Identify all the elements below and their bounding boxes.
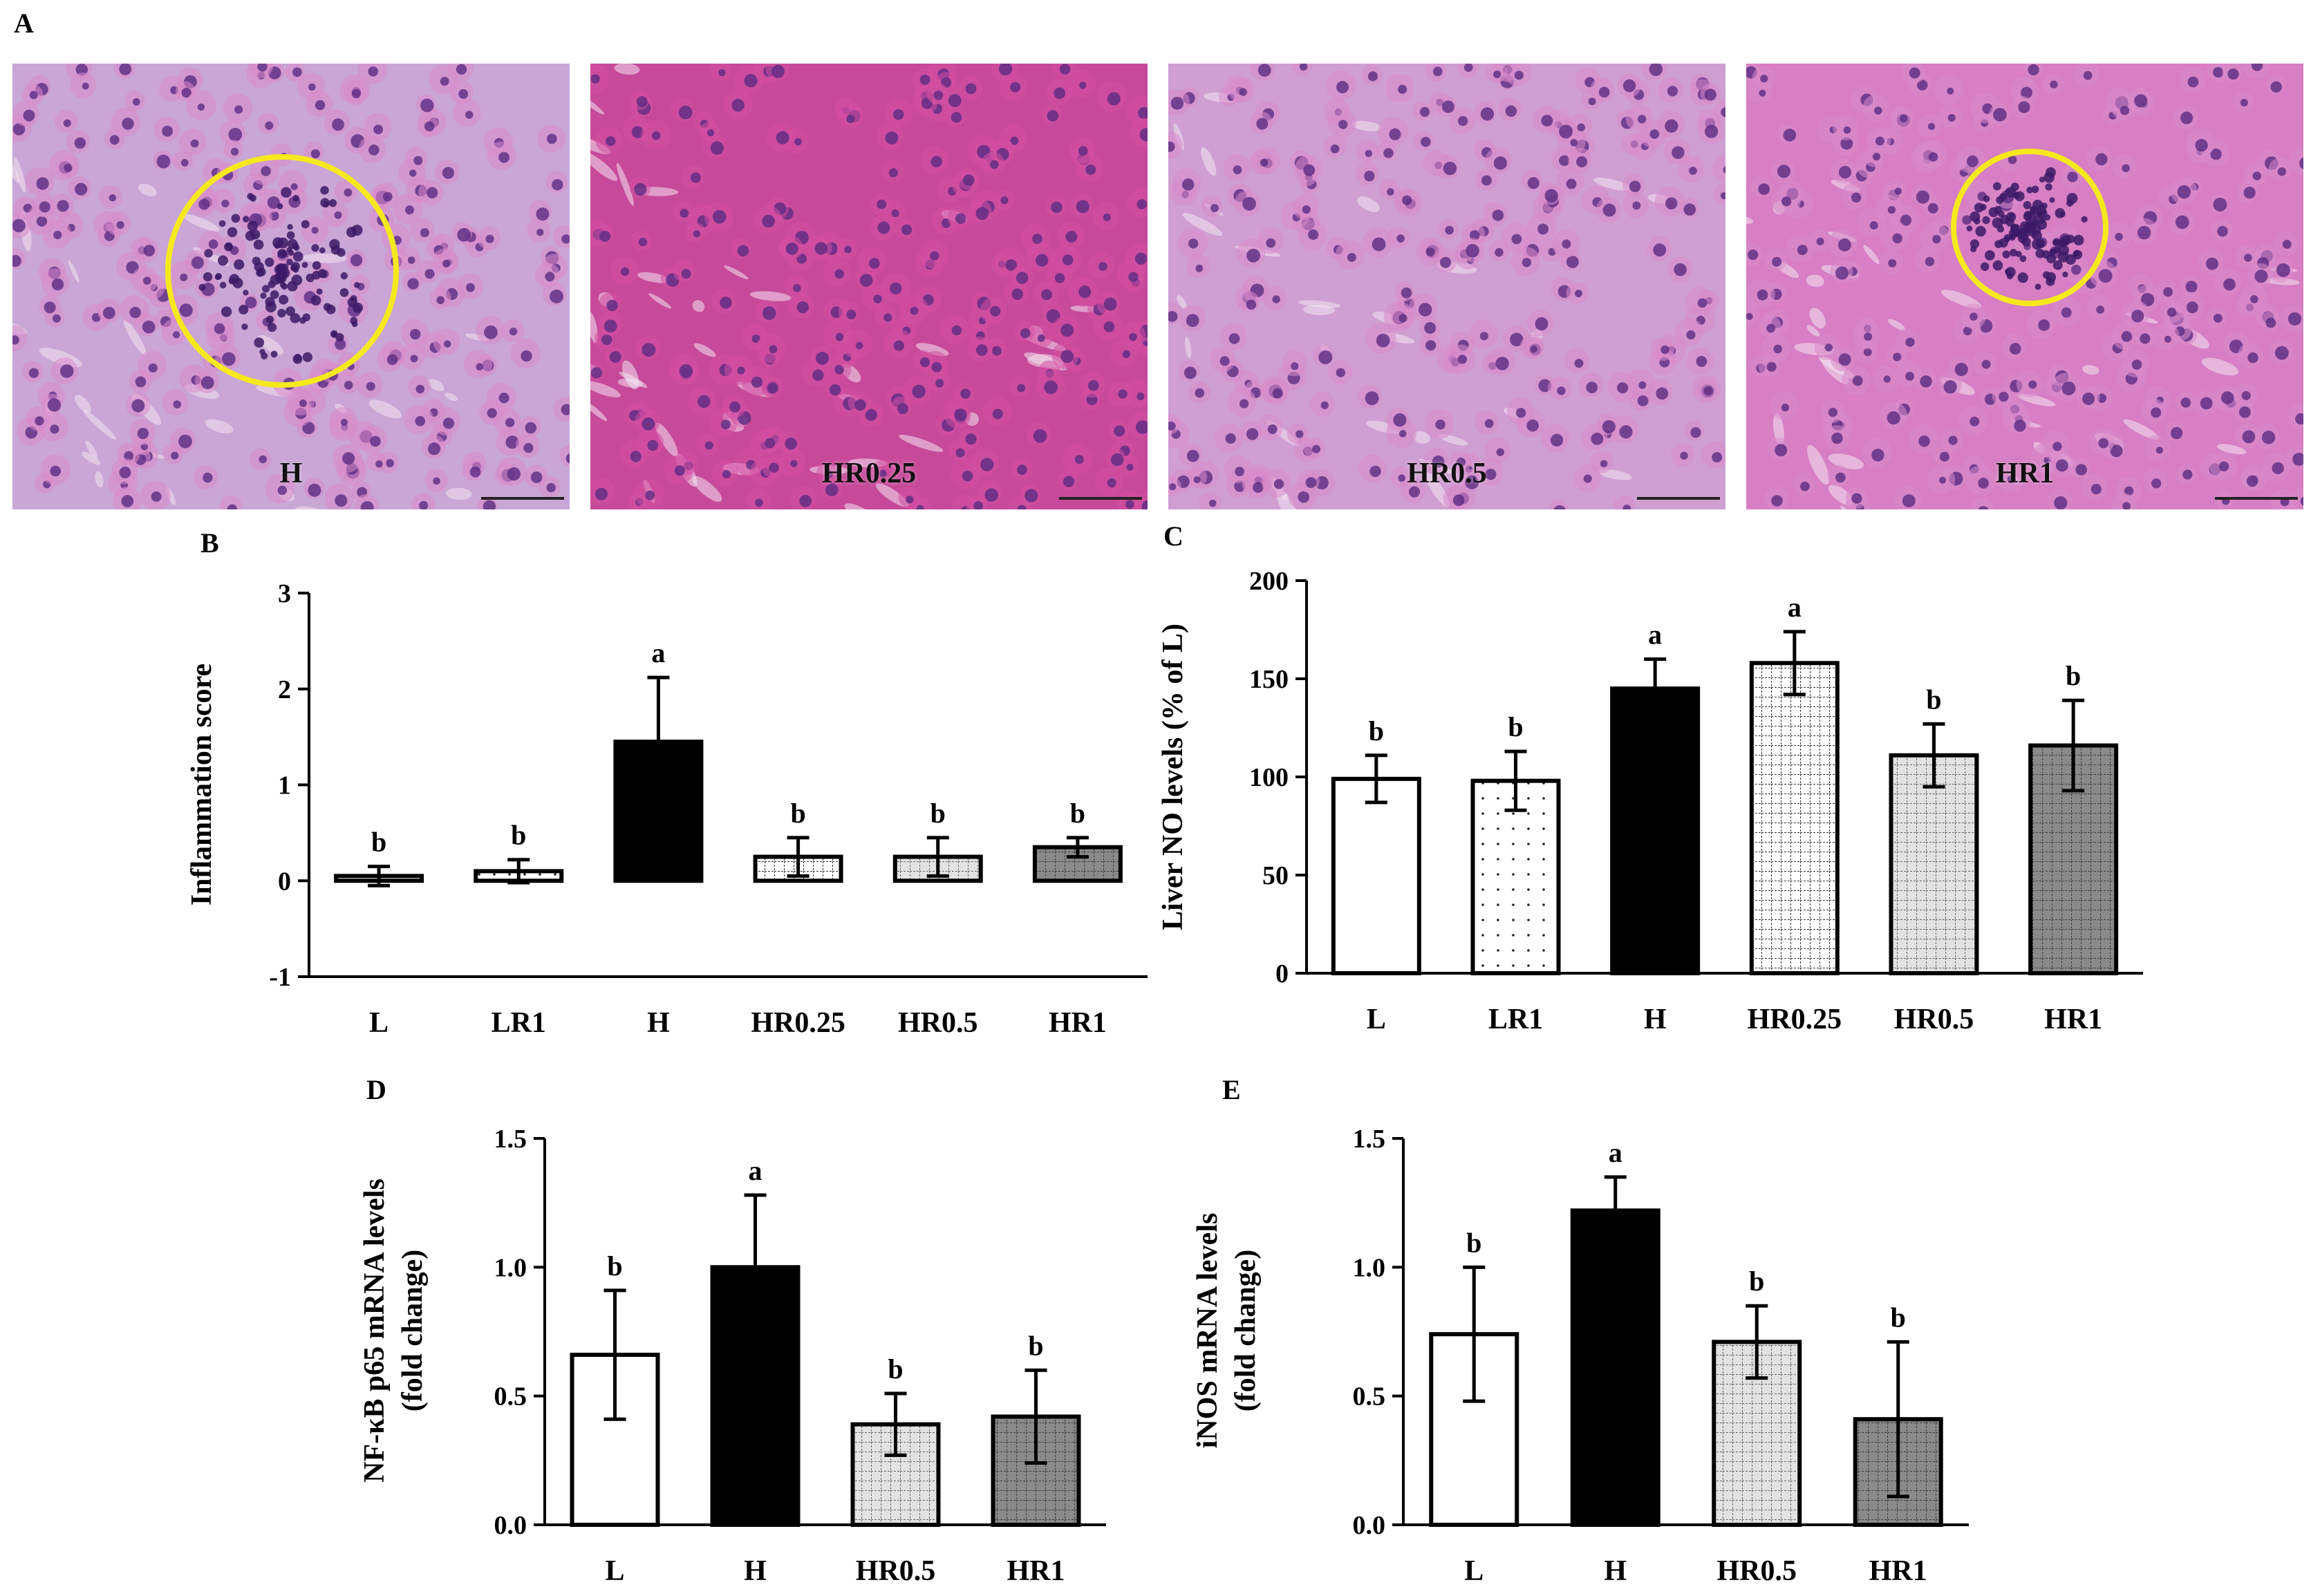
chart-c-group: 0 50 100 150 200 Liver NO levels (% of L) b Lb L… [1157, 567, 2143, 1035]
significance-letter: b [790, 798, 805, 829]
micrograph-label: H [279, 458, 303, 489]
panel-letter-c: C [1163, 520, 1183, 552]
significance-letter: b [371, 826, 386, 857]
significance-letter: b [1466, 1227, 1481, 1258]
scale-bar [1059, 497, 1142, 500]
significance-letter: b [1369, 715, 1384, 747]
y-axis-label: iNOS mRNA levels [1192, 1213, 1224, 1449]
x-tick-label: L [605, 1555, 624, 1587]
x-tick-label: L [1367, 1004, 1386, 1035]
bar-h [1610, 686, 1701, 975]
micrograph-label: HR0.25 [821, 458, 917, 489]
micrograph-hr05: HR0.5 [1168, 64, 1725, 509]
micrograph-hr025-image [590, 64, 1148, 509]
micrograph-hr05-image [1168, 64, 1725, 509]
y-tick-label: 1.0 [494, 1253, 527, 1282]
x-tick-label: HR0.5 [898, 1007, 978, 1039]
significance-letter: b [1028, 1330, 1043, 1361]
inflammation-focus-circle [165, 154, 399, 388]
x-tick-label: HR0.25 [1748, 1004, 1842, 1035]
y-tick-label: 150 [1249, 665, 1289, 694]
y-tick-label: 3 [278, 579, 291, 608]
y-tick-label: -1 [269, 963, 291, 992]
y-tick-label: 1 [278, 771, 291, 800]
y-tick-label: 0 [278, 867, 291, 896]
micrograph-label: HR0.5 [1407, 458, 1487, 489]
y-tick-label: 1.5 [494, 1125, 527, 1154]
micrograph-h-image [12, 64, 570, 509]
significance-letter: b [1070, 798, 1085, 829]
x-tick-label: HR0.5 [856, 1555, 936, 1587]
bar-h [1570, 1208, 1660, 1527]
panel-letter-e: E [1222, 1074, 1241, 1105]
significance-letter: b [1891, 1302, 1906, 1333]
significance-letter: b [930, 798, 946, 829]
y-axis-label: Liver NO levels (% of L) [1157, 623, 1189, 930]
significance-letter: b [1749, 1266, 1764, 1297]
bar-l [1331, 776, 1421, 975]
x-tick-label: L [1464, 1555, 1484, 1587]
significance-letter: b [607, 1250, 622, 1282]
x-tick-label: LR1 [1488, 1004, 1543, 1035]
bar-hr05 [1889, 753, 1979, 975]
x-tick-label: HR0.25 [751, 1007, 845, 1039]
x-tick-label: HR0.5 [1717, 1555, 1797, 1587]
bar-hr025 [1749, 661, 1840, 976]
x-tick-label: H [647, 1007, 670, 1039]
micrograph-h: H [12, 64, 570, 509]
micrograph-hr1-image [1746, 64, 2303, 509]
x-tick-label: HR0.5 [1894, 1004, 1974, 1035]
significance-letter: a [1788, 592, 1802, 623]
x-tick-label: HR1 [2044, 1004, 2102, 1035]
y-tick-label: 2 [278, 675, 291, 704]
y-axis-label: Inflammation score [186, 664, 218, 905]
y-axis-label-line2: (fold change) [397, 1250, 429, 1412]
y-axis-label-line2: (fold change) [1230, 1250, 1262, 1412]
bar-h [613, 740, 704, 883]
y-tick-label: 0 [1275, 959, 1289, 988]
y-tick-label: 0.0 [494, 1511, 527, 1540]
x-tick-label: H [1604, 1555, 1627, 1587]
significance-letter: b [888, 1353, 903, 1384]
y-axis-label: NF-κB p65 mRNA levels [359, 1179, 391, 1483]
chart-d-group: 0.0 0.5 1.0 1.5 NF-κB p65 mRNA levels (fold c… [359, 1125, 1106, 1587]
scale-bar [2215, 497, 2298, 500]
y-tick-label: 1.0 [1353, 1253, 1386, 1282]
x-tick-label: LR1 [492, 1007, 546, 1039]
y-tick-label: 1.5 [1353, 1125, 1386, 1154]
significance-letter: a [749, 1155, 762, 1186]
inflammation-focus-circle [1951, 149, 2108, 306]
significance-letter: b [511, 820, 526, 851]
y-tick-label: 50 [1262, 861, 1289, 890]
significance-letter: b [2066, 660, 2081, 691]
x-tick-label: H [744, 1555, 767, 1587]
micrograph-hr025: HR0.25 [590, 64, 1148, 509]
x-tick-label: HR1 [1007, 1555, 1065, 1587]
significance-letter: a [651, 637, 665, 668]
y-tick-label: 100 [1249, 763, 1289, 792]
scale-bar [481, 497, 564, 500]
micrograph-hr1: HR1 [1746, 64, 2303, 509]
significance-letter: b [1508, 711, 1523, 742]
y-tick-label: 0.5 [1353, 1382, 1386, 1411]
x-tick-label: H [1644, 1004, 1667, 1035]
x-tick-label: HR1 [1869, 1555, 1927, 1587]
significance-letter: a [1609, 1137, 1622, 1168]
significance-letter: b [1926, 684, 1941, 715]
y-tick-label: 0.0 [1353, 1511, 1386, 1540]
micrograph-label: HR1 [1996, 458, 2054, 489]
panel-letter-b: B [200, 527, 219, 558]
panel-letter-d: D [366, 1074, 386, 1105]
y-tick-label: 0.5 [494, 1382, 527, 1411]
chart-b-group: -1 0 1 2 3 Inflammation score b Lb LR1 a Hb HR0.25 b… [186, 579, 1148, 1039]
panel-letter-a: A [14, 8, 34, 39]
chart-e-group: 0.0 0.5 1.0 1.5 iNOS mRNA levels (fold change… [1192, 1125, 1969, 1587]
y-tick-label: 200 [1249, 567, 1289, 596]
x-tick-label: L [369, 1007, 389, 1039]
scale-bar [1637, 497, 1720, 500]
x-tick-label: HR1 [1049, 1007, 1107, 1039]
significance-letter: a [1648, 619, 1662, 650]
bar-lr1 [1470, 778, 1561, 976]
